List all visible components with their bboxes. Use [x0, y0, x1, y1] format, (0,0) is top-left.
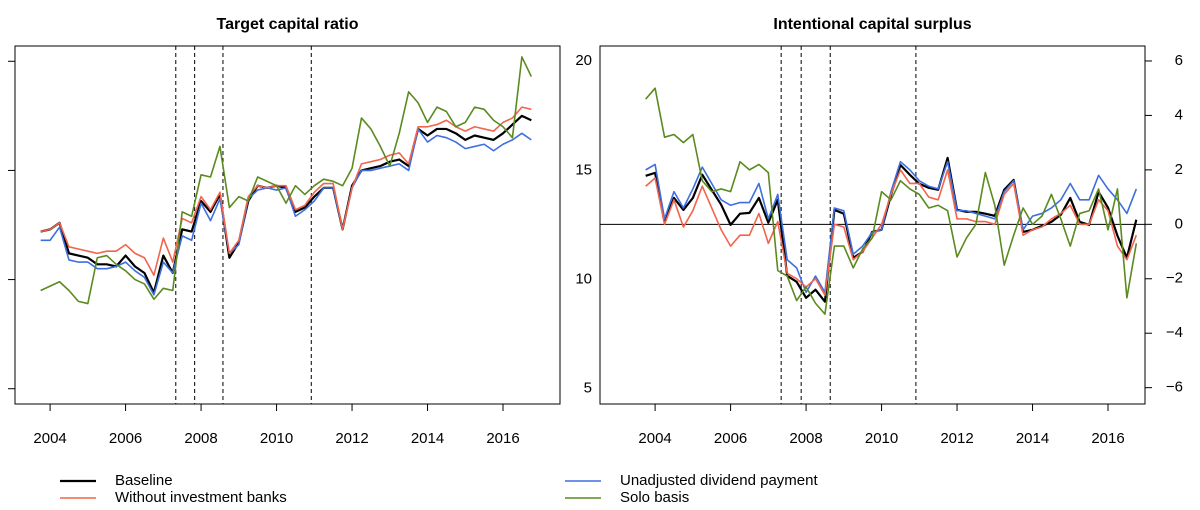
x-tick-label: 2004 [33, 430, 66, 447]
x-tick-label: 2008 [184, 430, 217, 447]
x-tick-label: 2014 [411, 430, 444, 447]
x-tick-label: 2004 [638, 430, 671, 447]
panel-title: Target capital ratio [217, 16, 359, 33]
y-tick-label: 0 [1175, 215, 1183, 232]
y-tick-label: 4 [1175, 106, 1183, 123]
legend-label: Without investment banks [115, 489, 287, 506]
plot-frame [14, 45, 561, 405]
series-line [40, 128, 532, 296]
series-line [645, 87, 1138, 315]
x-tick-label: 2006 [109, 430, 142, 447]
y-tick-label: 10 [575, 271, 592, 288]
x-tick-label: 2010 [260, 430, 293, 447]
x-tick-label: 2010 [865, 430, 898, 447]
y-tick-label: 20 [575, 52, 592, 69]
x-tick-label: 2006 [714, 430, 747, 447]
y-tick-label: −2 [1166, 270, 1183, 287]
legend-label: Solo basis [620, 489, 689, 506]
x-tick-label: 2016 [1091, 430, 1124, 447]
legend-label: Unadjusted dividend payment [620, 472, 818, 489]
y-tick-label: −6 [1166, 379, 1183, 396]
x-tick-label: 2012 [940, 430, 973, 447]
plot-frame [599, 45, 1146, 405]
x-tick-label: 2012 [335, 430, 368, 447]
y-tick-label: 5 [584, 380, 592, 397]
series-line [645, 156, 1138, 303]
legend-label: Baseline [115, 472, 173, 489]
x-tick-label: 2014 [1016, 430, 1049, 447]
x-tick-label: 2008 [789, 430, 822, 447]
y-tick-label: 15 [575, 161, 592, 178]
series-line [645, 169, 1138, 296]
series-line [40, 106, 532, 277]
x-tick-label: 2016 [486, 430, 519, 447]
panel: Target capital ratio 5 10 15 20 2004 2006 2008 2… [8, 16, 592, 447]
y-tick-label: 6 [1175, 52, 1183, 69]
panel: Intentional capital surplus −6 −4 −2 0 2 4 6 200… [599, 16, 1183, 447]
legend: Baseline Unadjusted dividend payment Witho… [60, 472, 818, 506]
series-line [40, 56, 533, 305]
y-tick-label: 2 [1175, 161, 1183, 178]
y-tick-label: −4 [1166, 324, 1183, 341]
panel-title: Intentional capital surplus [773, 16, 971, 33]
series-line [645, 160, 1138, 294]
